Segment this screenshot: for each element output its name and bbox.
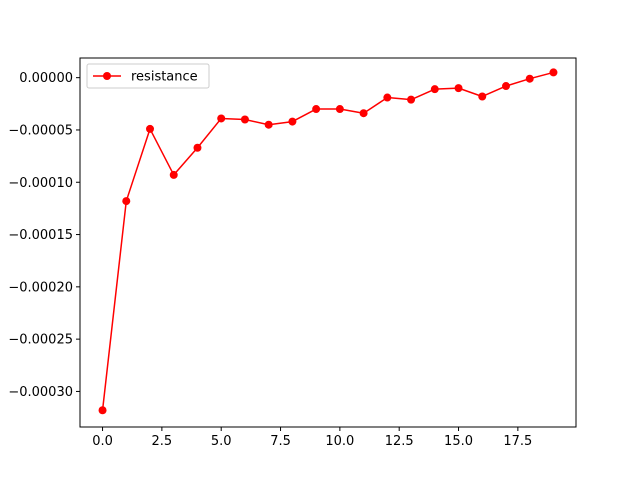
data-point bbox=[264, 120, 273, 129]
data-point bbox=[454, 84, 463, 93]
data-point bbox=[240, 115, 249, 124]
x-tick-label: 7.5 bbox=[270, 434, 291, 449]
x-tick-label: 12.5 bbox=[385, 434, 414, 449]
x-tick-label: 2.5 bbox=[152, 434, 173, 449]
legend-box bbox=[86, 63, 210, 89]
x-tick-label: 10.0 bbox=[325, 434, 354, 449]
legend-label: resistance bbox=[131, 70, 198, 85]
data-point bbox=[146, 124, 155, 133]
series-layer bbox=[98, 68, 558, 415]
data-point bbox=[169, 170, 178, 179]
data-point bbox=[383, 93, 392, 102]
legend-marker-sample bbox=[103, 72, 111, 80]
x-tick-label: 5.0 bbox=[211, 434, 232, 449]
data-point bbox=[430, 85, 439, 94]
data-point bbox=[407, 95, 416, 104]
y-tick-label: 0.00000 bbox=[19, 71, 73, 86]
y-axis-ticks: −0.00030 −0.00025 −0.00020 −0.00015 −0.00010… bbox=[8, 71, 80, 400]
series-line-resistance bbox=[101, 71, 554, 411]
y-tick-label: −0.00015 bbox=[8, 228, 73, 243]
data-point bbox=[312, 105, 321, 114]
data-point bbox=[525, 74, 534, 83]
data-point bbox=[288, 117, 297, 126]
data-point bbox=[217, 114, 226, 123]
y-tick-label: −0.00010 bbox=[8, 176, 73, 191]
y-tick-label: −0.00005 bbox=[8, 123, 73, 138]
data-point bbox=[501, 82, 510, 91]
data-point bbox=[359, 109, 368, 118]
legend: resistance bbox=[86, 63, 210, 89]
x-axis-ticks: 0.0 2.5 5.0 7.5 10.0 12.5 15.0 17.5 bbox=[92, 427, 532, 449]
data-point bbox=[335, 105, 344, 114]
y-tick-label: −0.00020 bbox=[8, 280, 73, 295]
data-point bbox=[193, 143, 202, 152]
plot-frame bbox=[79, 57, 577, 428]
y-tick-label: −0.00025 bbox=[8, 333, 73, 348]
x-tick-label: 0.0 bbox=[92, 434, 113, 449]
x-tick-label: 17.5 bbox=[503, 434, 532, 449]
x-tick-label: 15.0 bbox=[444, 434, 473, 449]
data-point bbox=[549, 68, 558, 77]
data-point bbox=[98, 406, 107, 415]
data-point bbox=[478, 92, 487, 101]
y-tick-label: −0.00030 bbox=[8, 385, 73, 400]
data-point bbox=[122, 197, 131, 206]
